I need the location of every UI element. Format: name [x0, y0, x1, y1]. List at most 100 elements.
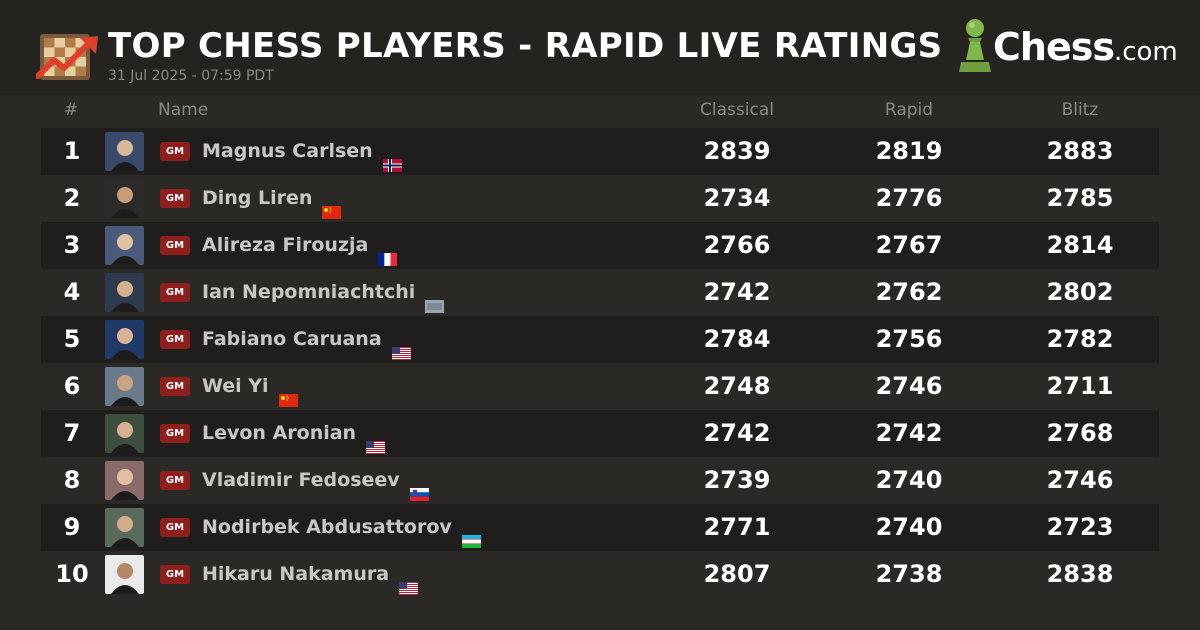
ratings-table: 1 GM Magnus Carlsen 2839 2819 2883 2 GM Ding Lir…: [41, 128, 1159, 598]
classical-rating: 2784: [703, 325, 771, 353]
avatar[interactable]: [105, 320, 144, 359]
column-header-rapid: Rapid: [884, 100, 934, 120]
player-name-text: Fabiano Caruana: [202, 328, 382, 350]
rank: 7: [63, 419, 81, 447]
blitz-rating: 2768: [1046, 419, 1114, 447]
slovenia-flag-icon: [409, 472, 429, 501]
rapid-rating: 2738: [875, 560, 943, 588]
rapid-rating: 2742: [875, 419, 943, 447]
avatar[interactable]: [105, 461, 144, 500]
player-name-text: Ding Liren: [202, 187, 313, 209]
player-name[interactable]: Fabiano Caruana: [202, 316, 411, 363]
classical-rating: 2748: [703, 372, 771, 400]
player-name-text: Vladimir Fedoseev: [202, 469, 400, 491]
blitz-rating: 2838: [1046, 560, 1114, 588]
blitz-rating: 2746: [1046, 466, 1114, 494]
rank: 9: [63, 513, 81, 541]
page-title: TOP CHESS PLAYERS - RAPID LIVE RATINGS: [108, 26, 943, 66]
avatar[interactable]: [105, 555, 144, 594]
table-row[interactable]: 9 GM Nodirbek Abdusattorov 2771 2740 2723: [41, 504, 1159, 551]
avatar[interactable]: [105, 226, 144, 265]
classical-rating: 2734: [703, 184, 771, 212]
title-badge: GM: [160, 283, 190, 302]
rank: 8: [63, 466, 81, 494]
rapid-rating: 2746: [875, 372, 943, 400]
column-header-blitz: Blitz: [1061, 100, 1099, 120]
table-row[interactable]: 6 GM Wei Yi 2748 2746 2711: [41, 363, 1159, 410]
table-row[interactable]: 2 GM Ding Liren 2734 2776 2785: [41, 175, 1159, 222]
title-badge: GM: [160, 565, 190, 584]
blitz-rating: 2785: [1046, 184, 1114, 212]
blitz-rating: 2723: [1046, 513, 1114, 541]
player-name-text: Ian Nepomniachtchi: [202, 281, 416, 303]
avatar[interactable]: [105, 132, 144, 171]
classical-rating: 2742: [703, 278, 771, 306]
player-name[interactable]: Levon Aronian: [202, 410, 386, 457]
player-name[interactable]: Ian Nepomniachtchi: [202, 269, 445, 316]
rapid-rating: 2762: [875, 278, 943, 306]
rapid-rating: 2776: [875, 184, 943, 212]
player-name[interactable]: Hikaru Nakamura: [202, 551, 419, 598]
classical-rating: 2739: [703, 466, 771, 494]
logo-text: Chess.com: [993, 25, 1178, 69]
usa-flag-icon: [366, 425, 386, 454]
avatar[interactable]: [105, 367, 144, 406]
usa-flag-icon: [391, 331, 411, 360]
timestamp: 31 Jul 2025 - 07:59 PDT: [108, 68, 274, 84]
rank: 3: [63, 231, 81, 259]
player-name[interactable]: Alireza Firouzja: [202, 222, 398, 269]
table-row[interactable]: 8 GM Vladimir Fedoseev 2739 2740 2746: [41, 457, 1159, 504]
blitz-rating: 2802: [1046, 278, 1114, 306]
rapid-rating: 2767: [875, 231, 943, 259]
table-row[interactable]: 1 GM Magnus Carlsen 2839 2819 2883: [41, 128, 1159, 175]
avatar[interactable]: [105, 179, 144, 218]
blitz-rating: 2711: [1046, 372, 1114, 400]
avatar[interactable]: [105, 508, 144, 547]
avatar[interactable]: [105, 414, 144, 453]
player-name[interactable]: Vladimir Fedoseev: [202, 457, 429, 504]
table-row[interactable]: 7 GM Levon Aronian 2742 2742 2768: [41, 410, 1159, 457]
rapid-rating: 2819: [875, 137, 943, 165]
player-name-text: Nodirbek Abdusattorov: [202, 516, 452, 538]
chess-com-logo[interactable]: Chess.com: [955, 16, 1178, 76]
title-badge: GM: [160, 189, 190, 208]
column-header-rank: #: [63, 100, 79, 120]
player-name-text: Levon Aronian: [202, 422, 357, 444]
rapid-rating: 2740: [875, 466, 943, 494]
header: TOP CHESS PLAYERS - RAPID LIVE RATINGS 3…: [0, 0, 1200, 95]
player-name-text: Wei Yi: [202, 375, 269, 397]
title-badge: GM: [160, 471, 190, 490]
column-header-name: Name: [158, 100, 209, 120]
pawn-icon: [959, 19, 991, 72]
table-row[interactable]: 5 GM Fabiano Caruana 2784 2756 2782: [41, 316, 1159, 363]
player-name[interactable]: Wei Yi: [202, 363, 298, 410]
avatar[interactable]: [105, 273, 144, 312]
table-row[interactable]: 3 GM Alireza Firouzja 2766 2767 2814: [41, 222, 1159, 269]
player-name-text: Hikaru Nakamura: [202, 563, 390, 585]
rank: 5: [63, 325, 81, 353]
chess-board-trend-icon: [36, 34, 98, 80]
norway-flag-icon: [382, 143, 402, 172]
classical-rating: 2766: [703, 231, 771, 259]
fide-flag-icon: [425, 284, 445, 313]
player-name[interactable]: Magnus Carlsen: [202, 128, 402, 175]
table-row[interactable]: 10 GM Hikaru Nakamura 2807 2738 2838: [41, 551, 1159, 598]
player-name-text: Alireza Firouzja: [202, 234, 369, 256]
uzbekistan-flag-icon: [461, 519, 481, 548]
classical-rating: 2839: [703, 137, 771, 165]
classical-rating: 2742: [703, 419, 771, 447]
rank: 6: [63, 372, 81, 400]
blitz-rating: 2883: [1046, 137, 1114, 165]
title-badge: GM: [160, 377, 190, 396]
title-badge: GM: [160, 330, 190, 349]
title-badge: GM: [160, 424, 190, 443]
blitz-rating: 2814: [1046, 231, 1114, 259]
usa-flag-icon: [399, 566, 419, 595]
player-name[interactable]: Nodirbek Abdusattorov: [202, 504, 481, 551]
classical-rating: 2771: [703, 513, 771, 541]
player-name[interactable]: Ding Liren: [202, 175, 342, 222]
rapid-rating: 2740: [875, 513, 943, 541]
china-flag-icon: [278, 378, 298, 407]
column-header-classical: Classical: [700, 100, 774, 120]
table-row[interactable]: 4 GM Ian Nepomniachtchi 2742 2762 2802: [41, 269, 1159, 316]
